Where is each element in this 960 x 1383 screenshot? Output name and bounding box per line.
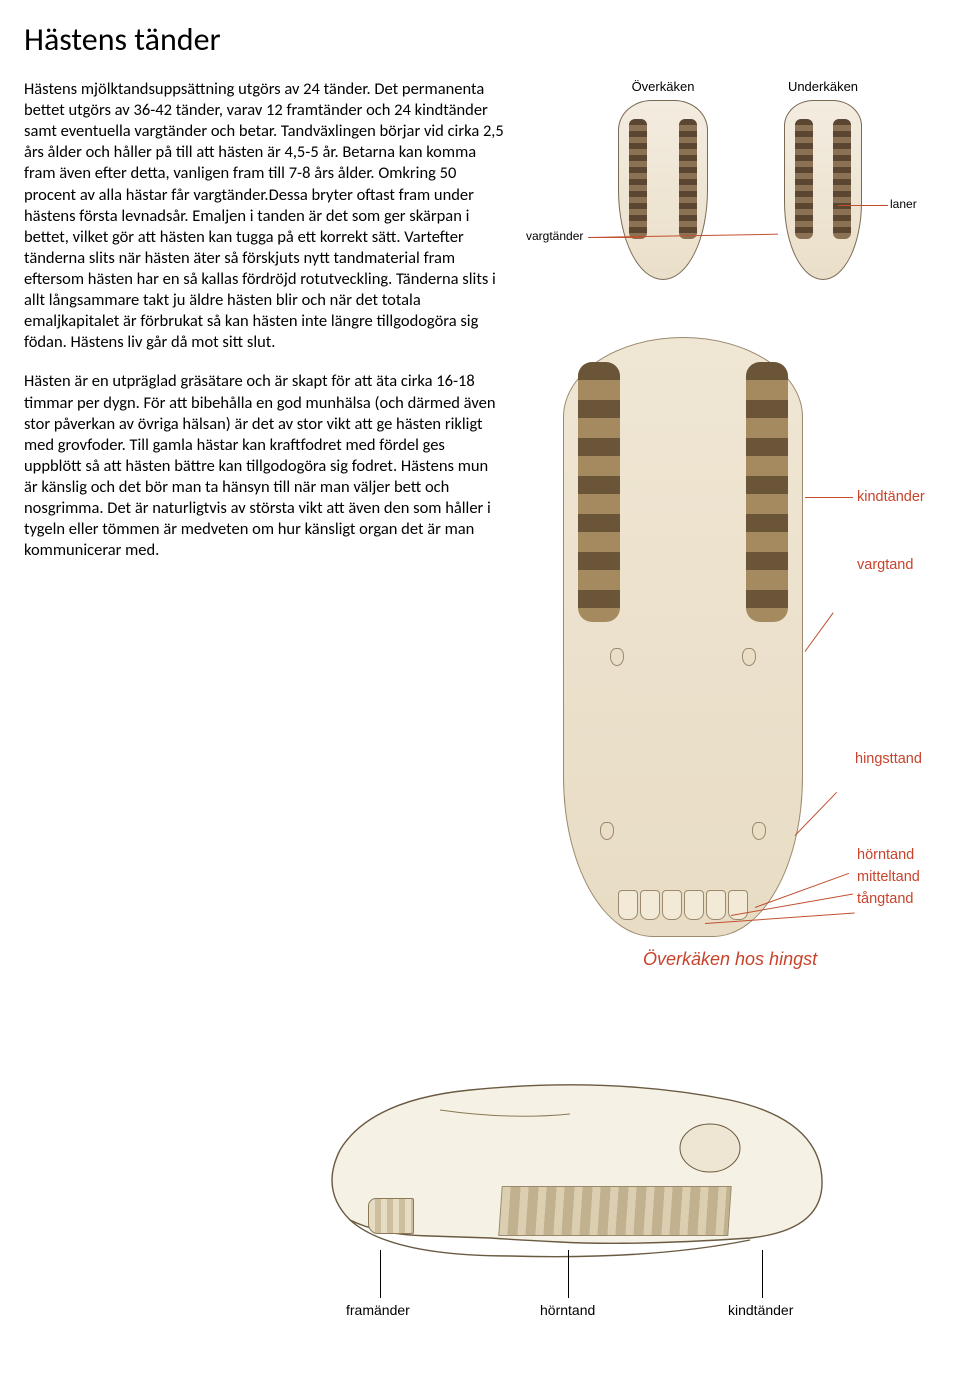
skull-diagram: framänder hörntand kindtänder [230, 1050, 910, 1350]
tangtand-label: tångtand [857, 891, 913, 907]
molar-column-left [578, 362, 620, 622]
lower-jaw-shape [784, 100, 862, 280]
upper-jaw-block: Överkäken [598, 79, 728, 280]
paragraph-2: Hästen är en utpräglad gräsätare och är … [24, 371, 504, 561]
leader-line [805, 612, 834, 651]
mitteltand-label: mitteltand [857, 869, 920, 885]
lower-jaw-block: Underkäken [758, 79, 888, 280]
palate-caption: Överkäken hos hingst [643, 949, 817, 970]
palate-diagram: kindtänder vargtand hingsttand hörntand … [533, 337, 923, 977]
teeth-strip [833, 119, 851, 239]
leader-line [568, 1250, 569, 1298]
incisor [684, 890, 704, 920]
incisor [640, 890, 660, 920]
upper-jaw-label: Överkäken [598, 79, 728, 94]
palate-shape [563, 337, 803, 937]
upper-jaw-shape [618, 100, 708, 280]
lower-jaw-label: Underkäken [758, 79, 888, 94]
leader-line [838, 205, 888, 206]
skull-incisors [368, 1198, 414, 1234]
vargtand-label: vargtand [857, 557, 913, 573]
leader-line [762, 1250, 763, 1298]
kindtander-label: kindtänder [857, 489, 925, 505]
hingsttand-label: hingsttand [855, 751, 922, 767]
incisor [706, 890, 726, 920]
skull-outline [310, 1070, 830, 1270]
figure-column: Överkäken Underkäken vargtänder laner [520, 79, 936, 977]
stallion-tooth [752, 822, 766, 840]
teeth-strip [629, 119, 647, 239]
wolf-tooth [742, 648, 756, 666]
content-row: Hästens mjölktandsuppsättning utgörs av … [24, 79, 936, 977]
skull-horntand-label: hörntand [540, 1302, 595, 1318]
text-column: Hästens mjölktandsuppsättning utgörs av … [24, 79, 504, 977]
molar-column-right [746, 362, 788, 622]
laner-label: laner [890, 197, 917, 211]
vargtander-label: vargtänder [526, 229, 583, 243]
stallion-tooth [600, 822, 614, 840]
page-title: Hästens tänder [24, 20, 936, 59]
skull-framander-label: framänder [346, 1302, 410, 1318]
incisor [618, 890, 638, 920]
skull-molars [498, 1186, 731, 1236]
leader-line [380, 1250, 381, 1298]
leader-line [805, 497, 853, 498]
jaws-top-diagram: Överkäken Underkäken vargtänder laner [538, 79, 918, 319]
skull-kindtander-label: kindtänder [728, 1302, 793, 1318]
wolf-tooth [610, 648, 624, 666]
paragraph-1: Hästens mjölktandsuppsättning utgörs av … [24, 79, 504, 353]
horntand-label: hörntand [857, 847, 914, 863]
teeth-strip [679, 119, 697, 239]
skull-body [310, 1070, 830, 1270]
incisor [662, 890, 682, 920]
teeth-strip [795, 119, 813, 239]
